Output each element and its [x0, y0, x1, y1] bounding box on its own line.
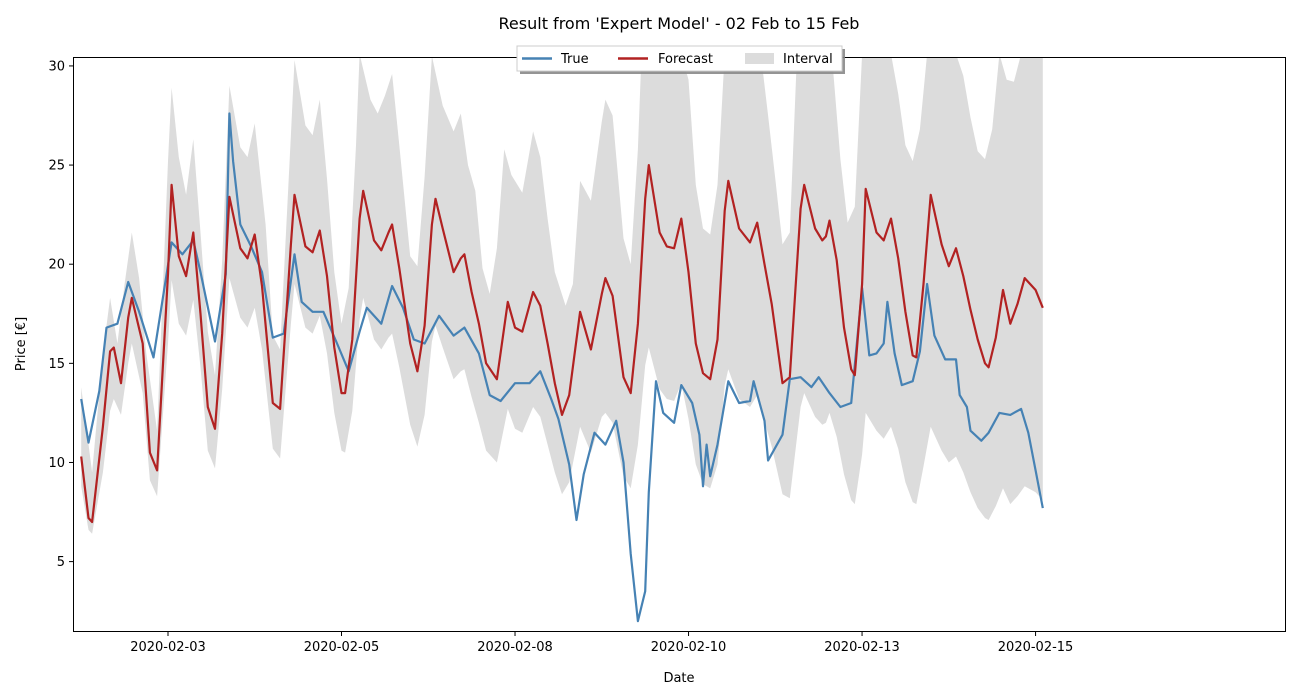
interval-band [81, 58, 1043, 534]
series-line-forecast [80, 164, 1044, 524]
y-tick-label: 5 [57, 555, 65, 570]
y-tick-label: 15 [48, 357, 65, 372]
legend-interval-label: Interval [783, 52, 833, 67]
y-tick-label: 30 [48, 59, 65, 74]
plot-area [80, 58, 1044, 623]
legend-forecast-label: Forecast [658, 52, 713, 67]
x-tick-label: 2020-02-13 [824, 640, 900, 655]
x-tick-label: 2020-02-05 [304, 640, 380, 655]
series-line-true [80, 112, 1044, 623]
x-axis-label: Date [663, 671, 694, 686]
y-axis-label: Price [€] [14, 317, 29, 371]
y-tick-label: 10 [48, 456, 65, 471]
legend: True Forecast Interval [516, 45, 845, 74]
x-tick-label: 2020-02-10 [651, 640, 727, 655]
x-tick-label: 2020-02-15 [998, 640, 1074, 655]
x-axis: 2020-02-03 2020-02-05 2020-02-08 2020-02-10… [130, 631, 1073, 655]
y-tick-label: 20 [48, 258, 65, 273]
y-axis: 5 10 15 20 25 30 [48, 59, 74, 570]
x-tick-label: 2020-02-08 [477, 640, 553, 655]
chart-title: Result from 'Expert Model' - 02 Feb to 1… [499, 14, 860, 33]
legend-box [516, 45, 843, 72]
x-tick-label: 2020-02-03 [130, 640, 206, 655]
legend-interval-swatch [745, 53, 774, 64]
legend-true-label: True [560, 52, 589, 67]
y-tick-label: 25 [48, 159, 65, 174]
